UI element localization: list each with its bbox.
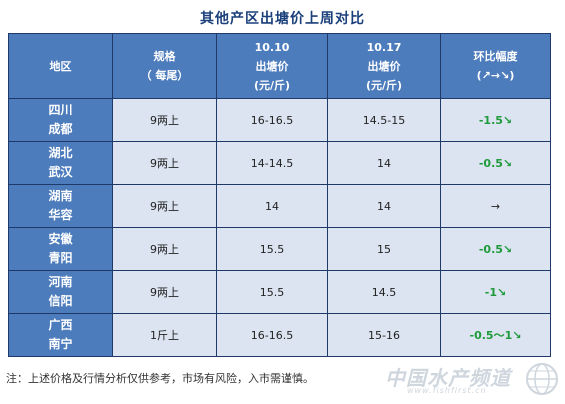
province: 安徽 xyxy=(48,232,73,246)
header-date1-line1: 10.10 xyxy=(254,40,290,54)
header-date2-line1: 10.17 xyxy=(366,40,402,54)
city: 南宁 xyxy=(48,337,73,351)
page-title: 其他产区出塘价上周对比 xyxy=(200,11,365,27)
header-change-line2: (↗→↘) xyxy=(476,69,515,82)
price-1017-cell: 14.5-15 xyxy=(327,98,441,142)
table-row: 四川成都 9两上 16-16.5 14.5-15 -1.5↘ xyxy=(8,98,551,142)
header-date1-line2: 出塘价 xyxy=(255,59,289,73)
price-1017-cell: 15-16 xyxy=(327,313,441,357)
province: 河南 xyxy=(48,275,73,289)
table-row: 湖南华容 9两上 14 14 → xyxy=(8,184,551,228)
globe-icon xyxy=(526,363,558,395)
header-spec-line1: 规格 xyxy=(153,50,176,63)
change-cell: -0.5↘ xyxy=(440,227,551,271)
region-cell: 安徽 青阳 xyxy=(8,227,113,271)
table-header-row: 地区 规格 （ 每尾） 10.10 出塘价 (元/斤) 10.17 出塘价 (元… xyxy=(8,33,551,99)
price-1010-cell: 14-14.5 xyxy=(216,141,328,185)
province: 四川 xyxy=(48,103,73,117)
province: 湖北 xyxy=(48,146,73,160)
city: 武汉 xyxy=(48,165,73,179)
watermark-url: www.fishfirst.cn xyxy=(407,386,487,395)
price-1010-cell: 16-16.5 xyxy=(216,98,328,142)
region-cell: 湖北 武汉 xyxy=(8,141,113,185)
city: 成都 xyxy=(48,122,73,136)
table-row: 河南信阳 9两上 15.5 14.5 -1↘ xyxy=(8,270,551,314)
region-cell: 湖南 华容 xyxy=(8,184,113,228)
header-change-line1: 环比幅度 xyxy=(473,50,518,63)
price-1010-cell: 16-16.5 xyxy=(216,313,328,357)
spec-cell: 9两上 xyxy=(112,98,217,142)
price-1017-cell: 14 xyxy=(327,141,441,185)
change-cell: -1↘ xyxy=(440,270,551,314)
header-date2: 10.17 出塘价 (元/斤) xyxy=(327,33,441,99)
city: 青阳 xyxy=(48,251,73,265)
city: 华容 xyxy=(48,208,73,222)
spec-cell: 9两上 xyxy=(112,141,217,185)
region-cell: 四川 成都 xyxy=(8,98,113,142)
header-region-label: 地区 xyxy=(49,59,72,73)
price-1010-cell: 14 xyxy=(216,184,328,228)
watermark-text: 中国水产频道 xyxy=(385,366,511,390)
header-date1-line3: (元/斤) xyxy=(253,78,291,92)
header-date2-line2: 出塘价 xyxy=(367,59,401,73)
price-1017-cell: 14.5 xyxy=(327,270,441,314)
price-comparison-table: 地区 规格 （ 每尾） 10.10 出塘价 (元/斤) 10.17 出塘价 (元… xyxy=(8,33,551,357)
header-spec: 规格 （ 每尾） xyxy=(112,33,217,99)
table-row: 安徽青阳 9两上 15.5 15 -0.5↘ xyxy=(8,227,551,271)
province: 湖南 xyxy=(48,189,73,203)
change-cell: -0.5↘ xyxy=(440,141,551,185)
price-1017-cell: 14 xyxy=(327,184,441,228)
disclaimer-note: 注：上述价格及行情分析仅供参考，市场有风险，入市需谨慎。 xyxy=(6,372,314,385)
spec-cell: 9两上 xyxy=(112,184,217,228)
price-1010-cell: 15.5 xyxy=(216,227,328,271)
table-row: 广西南宁 1斤上 16-16.5 15-16 -0.5～1↘ xyxy=(8,313,551,357)
header-date2-line3: (元/斤) xyxy=(365,78,403,92)
change-cell: -1.5↘ xyxy=(440,98,551,142)
watermark-logo: 中国水产频道 www.fishfirst.cn xyxy=(385,362,563,400)
city: 信阳 xyxy=(48,294,73,308)
header-change: 环比幅度 (↗→↘) xyxy=(440,33,551,99)
table-row: 湖北武汉 9两上 14-14.5 14 -0.5↘ xyxy=(8,141,551,185)
header-spec-line2: （ 每尾） xyxy=(140,69,189,82)
spec-cell: 1斤上 xyxy=(112,313,217,357)
change-cell: -0.5～1↘ xyxy=(440,313,551,357)
province: 广西 xyxy=(48,318,73,332)
price-1017-cell: 15 xyxy=(327,227,441,271)
price-1010-cell: 15.5 xyxy=(216,270,328,314)
header-date1: 10.10 出塘价 (元/斤) xyxy=(216,33,328,99)
region-cell: 河南 信阳 xyxy=(8,270,113,314)
spec-cell: 9两上 xyxy=(112,227,217,271)
region-cell: 广西 南宁 xyxy=(8,313,113,357)
header-region: 地区 xyxy=(8,33,113,99)
spec-cell: 9两上 xyxy=(112,270,217,314)
change-cell: → xyxy=(440,184,551,228)
